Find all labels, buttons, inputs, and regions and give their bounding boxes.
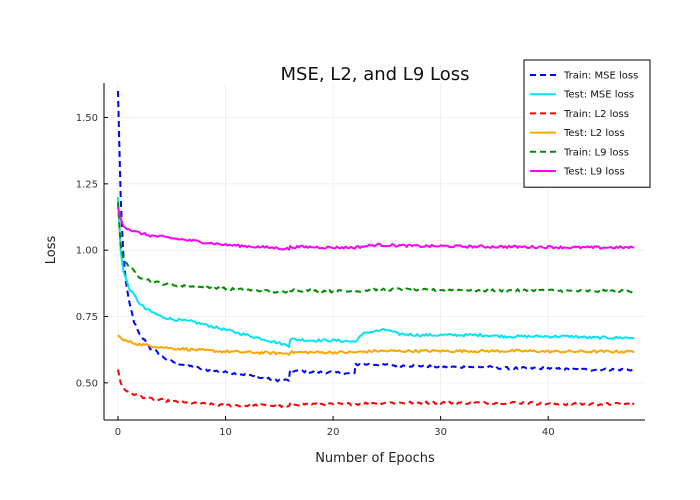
legend-box bbox=[523, 59, 651, 188]
legend-label-0: Train: MSE loss bbox=[563, 71, 638, 82]
chart-title: MSE, L2, and L9 Loss bbox=[281, 64, 470, 85]
legend-label-2: Train: L2 loss bbox=[563, 109, 629, 120]
x-tick-label-2: 20 bbox=[327, 427, 340, 438]
axes bbox=[103, 83, 645, 421]
series-lines bbox=[117, 90, 635, 408]
series-line-2 bbox=[117, 369, 635, 408]
y-tick-label-3: 1.25 bbox=[76, 179, 98, 190]
legend-label-5: Test: L9 loss bbox=[563, 167, 625, 178]
legend: Train: MSE loss Test: MSE loss Train: L2 l… bbox=[523, 59, 651, 188]
series-line-1 bbox=[117, 197, 635, 348]
y-tick-label-4: 1.50 bbox=[76, 113, 98, 124]
y-tick-label-2: 1.00 bbox=[76, 246, 98, 257]
series-line-0 bbox=[117, 90, 635, 383]
legend-label-4: Train: L9 loss bbox=[563, 147, 629, 158]
legend-label-3: Test: L2 loss bbox=[563, 128, 625, 139]
tick-labels: 0 10 20 30 40 0.50 0.75 1.00 1.25 1.50 bbox=[76, 113, 555, 438]
legend-label-1: Test: MSE loss bbox=[563, 90, 634, 101]
x-axis-title: Number of Epochs bbox=[315, 451, 435, 466]
series-line-5 bbox=[117, 207, 635, 251]
x-tick-label-4: 40 bbox=[542, 427, 555, 438]
y-tick-label-0: 0.50 bbox=[76, 378, 98, 389]
series-line-3 bbox=[117, 334, 635, 356]
x-tick-label-3: 30 bbox=[434, 427, 447, 438]
x-tick-label-1: 10 bbox=[219, 427, 232, 438]
x-tick-label-0: 0 bbox=[115, 427, 121, 438]
series-line-4 bbox=[117, 202, 635, 295]
y-axis-title: Loss bbox=[44, 236, 59, 265]
y-tick-label-1: 0.75 bbox=[76, 312, 98, 323]
